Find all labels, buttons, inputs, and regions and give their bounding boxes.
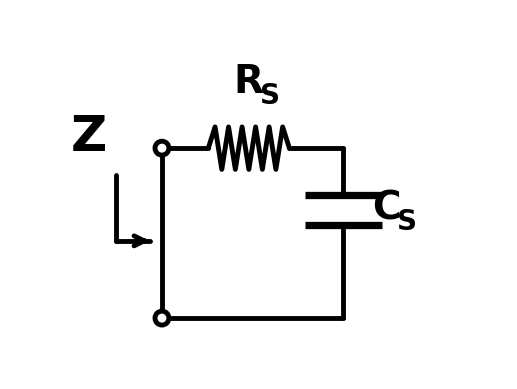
Text: R: R [234,63,264,102]
Text: Z: Z [70,112,107,161]
Text: S: S [397,208,417,235]
Circle shape [155,141,169,155]
Text: C: C [372,189,400,227]
Text: S: S [260,82,280,110]
Circle shape [155,311,169,325]
